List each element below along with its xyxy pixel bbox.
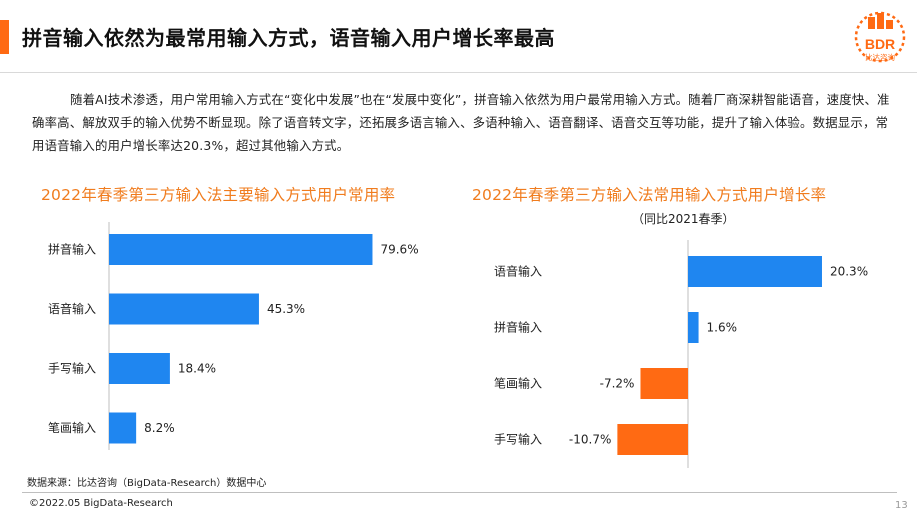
chart2-value-label: -10.7% [569, 433, 611, 447]
logo-sub-text: 比达咨询 [865, 52, 895, 62]
chart2-title: 2022年春季第三方输入法常用输入方式用户增长率 [472, 186, 827, 204]
chart1-category-label: 语音输入 [48, 301, 96, 316]
page-title: 拼音输入依然为最常用输入方式，语音输入用户增长率最高 [22, 26, 555, 50]
chart1-value-label: 79.6% [380, 243, 418, 257]
chart1-bar [109, 412, 137, 444]
copyright-text: ©2022.05 BigData-Research [29, 498, 173, 509]
page-number: 13 [895, 500, 908, 511]
chart1-value-label: 8.2% [144, 421, 175, 435]
chart1-bar [109, 234, 373, 265]
chart1-bar [109, 353, 170, 384]
chart1-bar [109, 293, 259, 325]
chart2-value-label: -7.2% [600, 377, 635, 391]
chart1-title: 2022年春季第三方输入法主要输入方式用户常用率 [41, 186, 396, 204]
title-accent-bar [0, 20, 9, 54]
title-divider [0, 72, 917, 73]
chart2-category-label: 手写输入 [494, 432, 542, 447]
chart1-value-label: 18.4% [178, 362, 216, 376]
growth-rate-chart: 语音输入 20.3% 拼音输入 1.6% 笔画输入 -7.2% 手写输入 -10.7% [494, 240, 868, 468]
logo-brand-text: BDR [865, 36, 895, 52]
chart2-bar [617, 424, 688, 455]
chart2-bar [688, 256, 822, 287]
intro-paragraph: 随着AI技术渗透，用户常用输入方式在“变化中发展”也在“发展中变化”，拼音输入依… [32, 92, 890, 153]
chart2-subtitle: （同比2021春季） [632, 212, 735, 226]
bdr-logo: BDR 比达咨询 [854, 11, 906, 63]
footer-divider [22, 492, 897, 493]
chart2-value-label: 20.3% [830, 265, 868, 279]
chart1-category-label: 拼音输入 [48, 242, 96, 257]
chart2-bar [640, 368, 688, 399]
usage-rate-chart: 拼音输入 79.6% 语音输入 45.3% 手写输入 18.4% 笔画输入 8.2% [48, 222, 419, 450]
data-source-note: 数据来源：比达咨询（BigData-Research）数据中心 [27, 478, 267, 489]
chart2-category-label: 拼音输入 [494, 320, 542, 335]
chart1-value-label: 45.3% [267, 302, 305, 316]
chart1-category-label: 笔画输入 [48, 420, 96, 435]
chart2-value-label: 1.6% [707, 321, 738, 335]
chart2-category-label: 语音输入 [494, 264, 542, 279]
chart2-bar [688, 312, 699, 343]
chart2-category-label: 笔画输入 [494, 376, 542, 391]
chart1-category-label: 手写输入 [48, 361, 96, 376]
